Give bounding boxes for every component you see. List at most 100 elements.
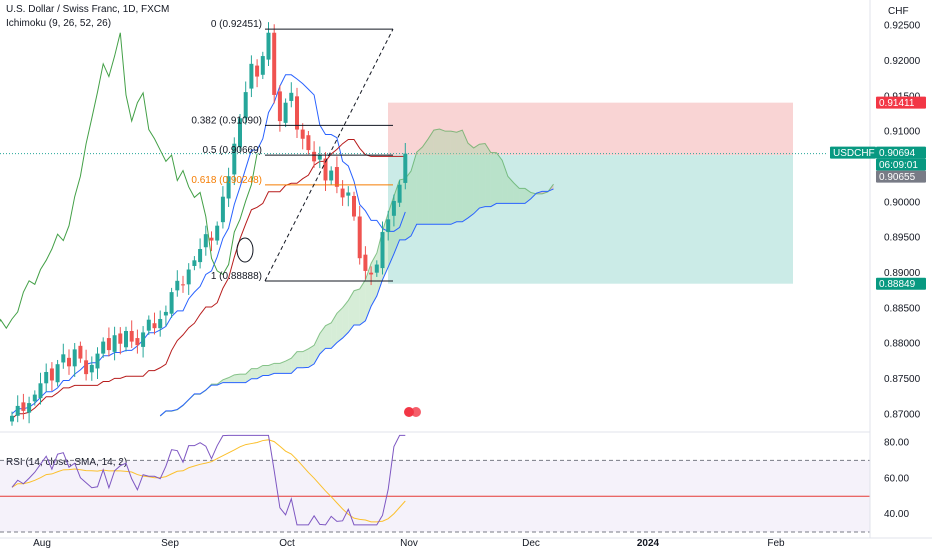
ichimoku-cloud-segment [222,377,229,383]
candle-body [32,394,37,402]
ichimoku-cloud-segment [274,363,280,374]
price-tick-label: 0.88000 [884,339,921,350]
candle-body [363,254,368,271]
ichimoku-cloud-segment [354,288,360,325]
symbol-tag: USDCHF [833,148,875,159]
currency-label: CHF [888,6,909,17]
ichimoku-cloud-segment [359,279,366,325]
candle-body [67,357,71,367]
last-price-tag: 0.90694 [879,148,916,159]
event-marker [404,407,414,417]
base-line [11,138,406,420]
candle-body [169,292,174,314]
ichimoku-cloud-segment [428,130,434,225]
candle-body [198,249,203,263]
ichimoku-cloud-segment [325,322,332,349]
candle-body [27,403,32,413]
ichimoku-cloud-segment [336,307,343,343]
candle-body [391,200,396,216]
price-tick-label: 0.87000 [884,409,921,420]
conversion-line [11,74,406,415]
candle-body [255,65,260,77]
ichimoku-cloud-segment [450,131,457,225]
stop-price-tag: 0.91411 [879,98,915,109]
candle-body [346,192,351,196]
candle-body [357,216,362,259]
take-profit-zone [388,155,793,284]
ichimoku-cloud-segment [268,363,275,376]
candle-body [124,330,128,348]
time-tick-label: Oct [279,538,295,549]
ichimoku-cloud-segment [319,325,326,354]
candle-body [266,32,271,60]
stop-loss-zone [388,102,793,156]
time-tick-label: Nov [400,538,418,549]
fib-level-label: 0.618 (0.90248) [191,175,262,186]
price-tick-label: 0.89500 [884,233,921,244]
ichimoku-cloud-segment [513,182,520,204]
lagging-span [0,32,258,330]
leading-span-a [159,128,554,417]
fib-trend-line [264,28,394,282]
rsi-line [11,434,406,526]
candle-body [215,225,220,241]
fib-level-label: 1 (0.88888) [211,271,262,282]
candle-body [260,56,265,75]
event-marker [411,407,421,417]
candle-body [101,341,106,354]
candle-body [175,280,180,291]
candle-body [397,184,402,203]
price-tick-label: 0.92000 [884,56,921,67]
candle-body [112,335,117,352]
ichimoku-legend[interactable]: Ichimoku (9, 26, 52, 26) [6,18,112,29]
candle-body [369,272,374,275]
time-tick-label: Aug [33,538,51,549]
fib-level-label: 0.5 (0.90669) [203,145,263,156]
rsi-legend[interactable]: RSI (14, close, SMA, 14, 2) [6,457,128,468]
candle-body [295,96,299,130]
candle-body [238,118,242,148]
ichimoku-cloud-segment [365,263,372,321]
candle-body [21,402,26,411]
last-price-tag-bg [876,146,926,159]
ichimoku-cloud-segment [257,365,263,379]
time-tick-label: Sep [161,538,179,549]
candle-body [55,364,60,383]
candle-body [340,188,345,198]
time-tick-label: Feb [767,538,785,549]
candle-body [232,143,237,175]
candle-body [289,92,294,101]
candle-body [352,196,356,217]
ichimoku-cloud-segment [416,147,423,225]
candle-body [61,354,66,363]
rsi-tick-label: 40.00 [884,509,909,520]
prev-price-tag-bg [876,170,926,183]
candle-body [380,232,385,269]
candle-body [312,151,317,162]
symbol-tag-bg [830,146,876,159]
candle-body [95,353,100,369]
price-tick-label: 0.92500 [884,21,921,32]
candle-body [209,237,214,241]
ichimoku-cloud-segment [342,300,349,339]
ichimoku-cloud-segment [479,143,486,209]
candle-body [334,167,339,187]
candle-body [317,155,322,160]
ichimoku-cloud-segment [502,160,508,204]
ichimoku-cloud-segment [348,290,354,333]
candle-body [78,345,83,359]
prev-price-tag: 0.90655 [879,172,916,183]
candle-body [329,170,334,181]
candle-body [300,129,305,139]
candle-body [49,368,54,381]
ichimoku-cloud-segment [297,351,303,368]
leading-span-b [159,188,554,417]
price-tick-label: 0.87500 [884,374,921,385]
candle-body [203,234,208,248]
ichimoku-cloud-segment [411,152,417,236]
target-price-tag: 0.88849 [879,279,916,290]
ichimoku-cloud-segment [462,130,468,222]
candle-body [283,102,288,123]
candle-body [386,219,391,233]
